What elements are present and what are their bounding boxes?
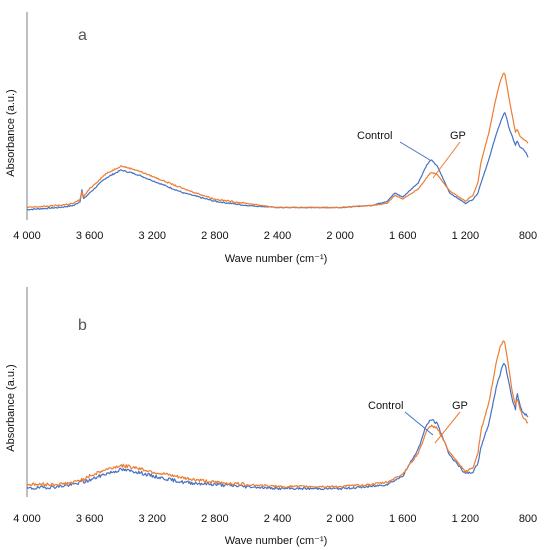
spectrum-panel-b: b Absorbance (a.u.) Wave number (cm⁻¹) 4… — [0, 275, 544, 550]
leader-line-control — [399, 141, 431, 161]
x-tick-label: 3 200 — [138, 513, 166, 525]
panel-letter-a: a — [78, 27, 87, 44]
x-tick-label: 2 800 — [201, 230, 229, 242]
x-axis-title-a: Wave number (cm⁻¹) — [225, 253, 328, 265]
series-line-gp — [26, 72, 529, 209]
series-label-gp: GP — [450, 130, 466, 142]
leader-line-gp — [432, 141, 461, 179]
leader-line-gp — [434, 411, 461, 444]
series-label-control: Control — [357, 130, 392, 142]
x-tick-label: 1 600 — [389, 230, 417, 242]
x-axis-title-b: Wave number (cm⁻¹) — [225, 535, 328, 547]
x-tick-label: 2 400 — [264, 513, 292, 525]
spectrum-chart-a: a Absorbance (a.u.) Wave number (cm⁻¹) 4… — [5, 12, 537, 265]
x-tick-label: 3 600 — [76, 513, 104, 525]
x-tick-label: 1 200 — [452, 513, 480, 525]
x-tick-label: 1 600 — [389, 513, 417, 525]
x-tick-label: 2 000 — [326, 513, 354, 525]
series-line-control — [26, 112, 529, 211]
x-tick-label: 2 000 — [326, 230, 354, 242]
leader-line-control — [404, 411, 434, 436]
x-tick-label: 4 000 — [13, 513, 41, 525]
x-tick-label: 2 800 — [201, 513, 229, 525]
panel-letter-b: b — [78, 317, 87, 334]
x-tick-label: 800 — [519, 513, 537, 525]
x-tick-label: 3 600 — [76, 230, 104, 242]
x-tick-label: 2 400 — [264, 230, 292, 242]
x-tick-label: 1 200 — [452, 230, 480, 242]
x-tick-label: 800 — [519, 230, 537, 242]
spectrum-panel-a: a Absorbance (a.u.) Wave number (cm⁻¹) 4… — [5, 12, 537, 265]
series-label-gp: GP — [452, 400, 468, 412]
y-axis-title-a: Absorbance (a.u.) — [5, 89, 17, 176]
series-line-gp — [26, 340, 529, 489]
spectrum-chart-b: b Absorbance (a.u.) Wave number (cm⁻¹) 4… — [5, 287, 537, 547]
x-tick-label: 4 000 — [13, 230, 41, 242]
x-tick-label: 3 200 — [138, 230, 166, 242]
series-label-control: Control — [368, 400, 403, 412]
y-axis-title-b: Absorbance (a.u.) — [5, 364, 17, 451]
